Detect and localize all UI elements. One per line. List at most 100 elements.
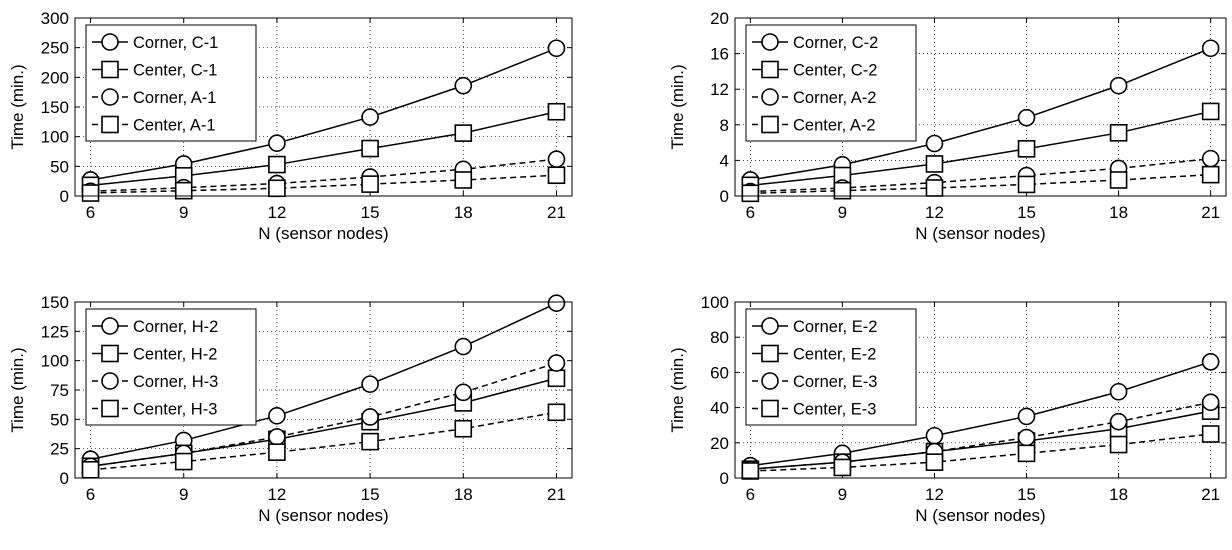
legend-label: Center, H-3 xyxy=(133,401,217,419)
y-tick-label: 200 xyxy=(41,68,69,87)
legend-label: Center, C-2 xyxy=(793,62,877,80)
data-point xyxy=(1019,141,1035,157)
y-tick-label: 16 xyxy=(710,45,729,64)
data-point xyxy=(834,459,850,475)
data-point xyxy=(1203,40,1219,56)
y-tick-label: 0 xyxy=(720,187,729,206)
data-point xyxy=(176,454,192,470)
data-point xyxy=(926,454,942,470)
y-tick-label: 250 xyxy=(41,39,69,58)
legend-marker xyxy=(762,89,778,105)
x-tick-label: 9 xyxy=(838,485,847,504)
data-point xyxy=(83,185,99,201)
legend-marker xyxy=(102,346,118,362)
data-point xyxy=(362,434,378,450)
data-point xyxy=(548,40,564,56)
legend-label: Corner, H-2 xyxy=(133,318,218,336)
data-point xyxy=(1203,103,1219,119)
legend-label: Center, E-3 xyxy=(793,401,876,419)
y-tick-label: 80 xyxy=(710,328,729,347)
y-tick-label: 100 xyxy=(41,128,69,147)
x-tick-label: 18 xyxy=(1109,203,1128,222)
data-point xyxy=(1203,394,1219,410)
legend-marker xyxy=(102,62,118,78)
data-point xyxy=(362,141,378,157)
x-tick-label: 12 xyxy=(267,203,286,222)
y-tick-label: 20 xyxy=(710,434,729,453)
data-point xyxy=(1019,176,1035,192)
data-point xyxy=(1203,426,1219,442)
x-tick-label: 9 xyxy=(179,485,188,504)
legend: Corner, H-2Center, H-2Corner, H-3Center,… xyxy=(86,309,256,425)
y-tick-label: 100 xyxy=(701,293,729,312)
x-tick-label: 15 xyxy=(1017,485,1036,504)
y-tick-label: 50 xyxy=(50,157,69,176)
x-tick-label: 6 xyxy=(746,485,755,504)
x-axis-label: N (sensor nodes) xyxy=(258,224,388,243)
data-point xyxy=(548,404,564,420)
data-point xyxy=(362,109,378,125)
data-point xyxy=(1203,354,1219,370)
x-tick-label: 21 xyxy=(1201,203,1220,222)
legend-marker xyxy=(102,89,118,105)
y-tick-label: 75 xyxy=(50,381,69,400)
data-point xyxy=(455,172,471,188)
data-point xyxy=(548,370,564,386)
y-tick-label: 60 xyxy=(710,363,729,382)
data-point xyxy=(362,376,378,392)
legend-marker xyxy=(102,373,118,389)
x-tick-label: 21 xyxy=(547,485,566,504)
y-tick-label: 0 xyxy=(60,469,69,488)
x-tick-label: 12 xyxy=(267,485,286,504)
data-point xyxy=(269,429,285,445)
chart-panel-2: 6 9 12 15 18 21 0 4 8 12 16 20 N (sensor nodes) Time … xyxy=(668,9,1226,243)
data-point xyxy=(1111,414,1127,430)
data-point xyxy=(455,339,471,355)
data-point xyxy=(83,462,99,478)
data-point xyxy=(269,135,285,151)
x-tick-label: 18 xyxy=(454,203,473,222)
chart-panel-1: 6 9 12 15 18 21 0 50 100 150 200 250 300 N (sensor no… xyxy=(8,9,572,243)
legend-label: Center, H-2 xyxy=(133,346,217,364)
legend-label: Center, C-1 xyxy=(133,62,217,80)
data-point xyxy=(1111,172,1127,188)
data-point xyxy=(1019,408,1035,424)
y-tick-label: 12 xyxy=(710,80,729,99)
data-point xyxy=(926,428,942,444)
legend-marker xyxy=(762,373,778,389)
legend-marker xyxy=(762,117,778,133)
legend-label: Corner, C-1 xyxy=(133,34,218,52)
legend-marker xyxy=(762,346,778,362)
y-tick-label: 0 xyxy=(720,469,729,488)
x-tick-label: 21 xyxy=(1201,485,1220,504)
data-point xyxy=(455,125,471,141)
data-point xyxy=(269,408,285,424)
legend-label: Corner, E-3 xyxy=(793,373,877,391)
x-tick-label: 9 xyxy=(838,203,847,222)
x-tick-label: 18 xyxy=(1109,485,1128,504)
data-point xyxy=(1111,78,1127,94)
y-tick-label: 50 xyxy=(50,410,69,429)
x-axis-label: N (sensor nodes) xyxy=(915,506,1045,525)
legend-label: Center, E-2 xyxy=(793,346,876,364)
legend-marker xyxy=(762,318,778,334)
y-tick-label: 40 xyxy=(710,399,729,418)
y-axis-label: Time (min.) xyxy=(8,64,27,149)
legend: Corner, C-2 Center, C-2 Corner, A-2 Center,… xyxy=(746,25,916,141)
y-axis-label: Time (min.) xyxy=(668,64,687,149)
y-tick-label: 8 xyxy=(720,116,729,135)
x-tick-label: 18 xyxy=(454,485,473,504)
data-point xyxy=(1111,437,1127,453)
y-tick-label: 150 xyxy=(41,293,69,312)
legend: Corner, E-2 Center, E-2 Corner, E-3 Center,… xyxy=(746,309,916,425)
legend-marker xyxy=(102,34,118,50)
data-point xyxy=(362,176,378,192)
data-point xyxy=(1111,384,1127,400)
chart-panel-3: 6 9 12 15 18 210255075100125150N (sensor node… xyxy=(8,293,572,525)
data-point xyxy=(926,156,942,172)
y-tick-label: 0 xyxy=(60,187,69,206)
x-tick-label: 12 xyxy=(925,203,944,222)
legend-marker xyxy=(762,34,778,50)
legend-label: Corner, A-2 xyxy=(793,89,876,107)
